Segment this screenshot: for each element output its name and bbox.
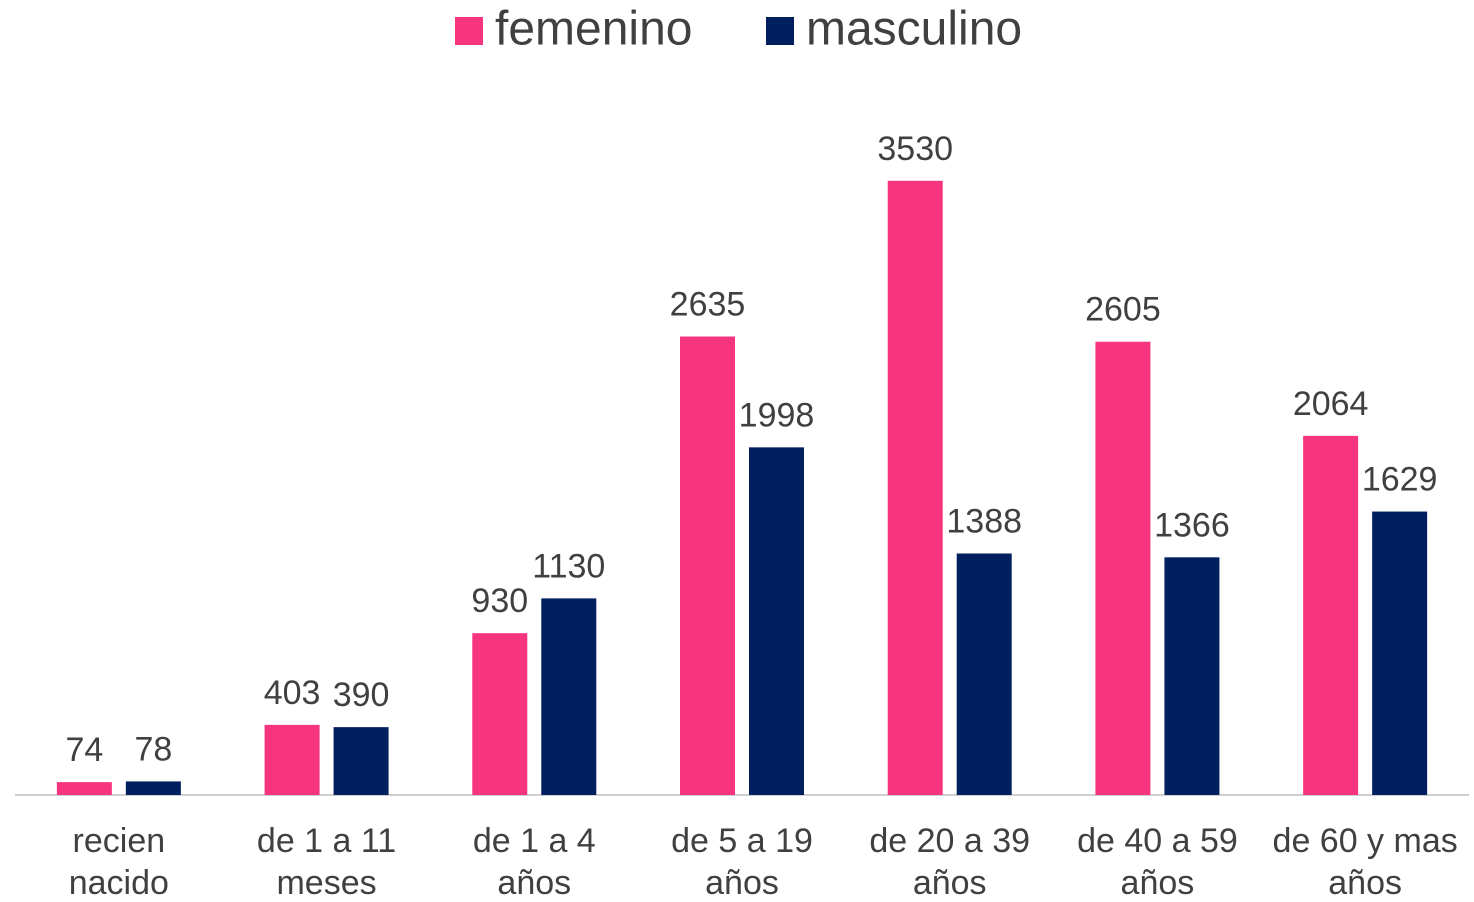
- bar: [680, 337, 735, 795]
- data-label: 930: [471, 582, 528, 620]
- chart: femenino masculino 74 78 403 390 9301130 2635…: [0, 0, 1474, 902]
- data-label: 74: [65, 731, 103, 769]
- bar: [957, 553, 1012, 795]
- x-tick-label: de 5 a 19 años: [642, 820, 842, 902]
- x-tick-label: de 20 a 39 años: [850, 820, 1050, 902]
- legend-swatch: [455, 17, 483, 45]
- data-label: 1629: [1362, 461, 1438, 499]
- data-label: 2064: [1293, 385, 1369, 423]
- data-label: 1388: [946, 502, 1022, 540]
- bar: [541, 598, 596, 795]
- bar: [749, 447, 804, 795]
- bar: [888, 181, 943, 795]
- data-label: 2605: [1085, 291, 1161, 329]
- bar: [472, 633, 527, 795]
- bar: [57, 782, 112, 795]
- data-label: 78: [134, 730, 172, 768]
- data-label: 1366: [1154, 506, 1230, 544]
- data-label: 1998: [739, 396, 815, 434]
- bar: [265, 725, 320, 795]
- bar: [1372, 512, 1427, 795]
- data-label: 403: [264, 674, 321, 712]
- bar: [1303, 436, 1358, 795]
- x-tick-label: de 40 a 59 años: [1057, 820, 1257, 902]
- data-label: 390: [333, 676, 390, 714]
- bar: [334, 727, 389, 795]
- x-tick-label: de 60 y mas años: [1265, 820, 1465, 902]
- chart-svg: femenino masculino 74 78 403 390 9301130 2635…: [0, 0, 1474, 902]
- bar: [1095, 342, 1150, 795]
- bar: [126, 781, 181, 795]
- legend-label: masculino: [806, 3, 1022, 56]
- bar: [1164, 557, 1219, 795]
- legend-swatch: [766, 17, 794, 45]
- x-tick-label: de 1 a 11 meses: [227, 820, 427, 902]
- x-tick-label: de 1 a 4 años: [434, 820, 634, 902]
- legend-label: femenino: [495, 3, 692, 56]
- data-label: 1130: [532, 547, 605, 585]
- x-tick-label: recien nacido: [19, 820, 219, 902]
- data-label: 2635: [670, 285, 746, 323]
- data-label: 3530: [877, 130, 953, 168]
